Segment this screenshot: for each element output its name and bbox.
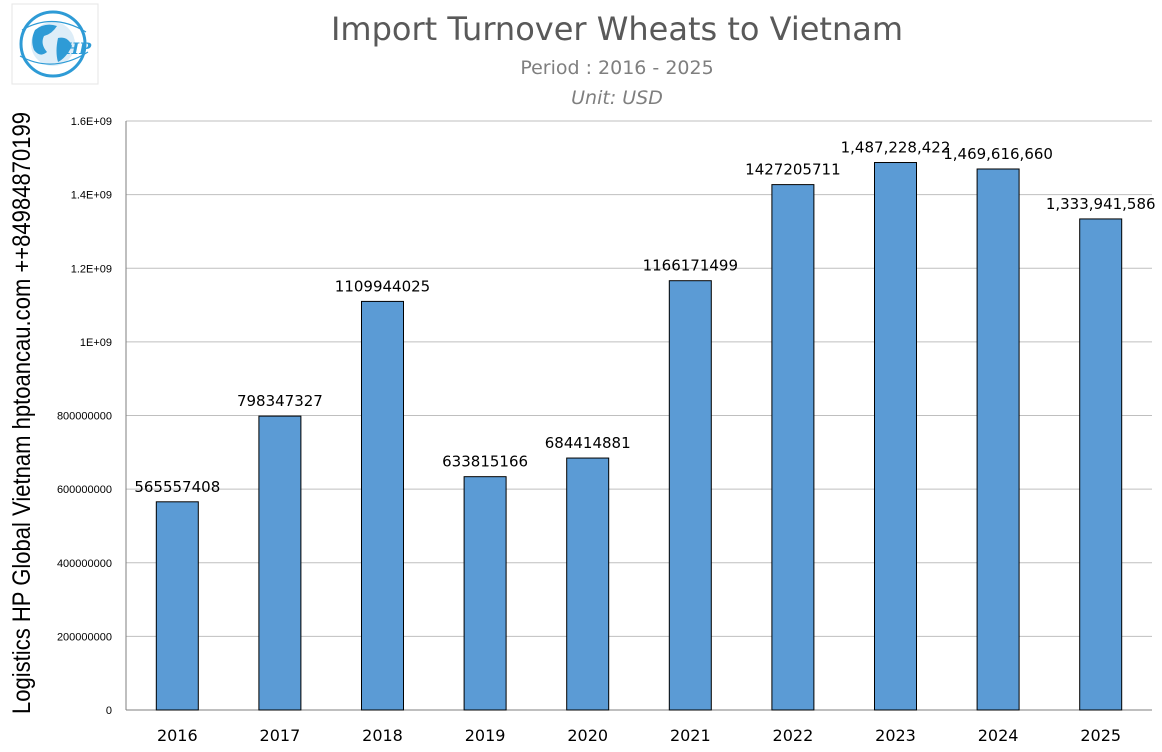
data-label-2020: 684414881 (545, 434, 631, 452)
bar-2019 (463, 476, 507, 711)
data-label-2023: 1,487,228,422 (841, 139, 951, 157)
bar-2025 (1079, 218, 1123, 711)
globe-logo-icon: HP (11, 3, 99, 85)
x-tick-label-2022: 2022 (773, 726, 814, 745)
x-tick-label-2020: 2020 (567, 726, 608, 745)
data-label-2019: 633815166 (442, 453, 528, 471)
data-label-2022: 1427205711 (745, 161, 840, 179)
bar-2016 (155, 501, 199, 711)
x-tick-label-2018: 2018 (362, 726, 403, 745)
y-tick-labels: 0 200000000 400000000 600000000 800000000 1E+… (57, 116, 112, 717)
data-label-2021: 1166171499 (643, 257, 738, 275)
y-tick-label: 1.4E+09 (71, 190, 112, 202)
x-tick-label-2019: 2019 (465, 726, 506, 745)
data-label-2025: 1,333,941,586 (1046, 195, 1156, 213)
data-label-2024: 1,469,616,660 (943, 145, 1053, 163)
data-label-2016: 565557408 (134, 478, 220, 496)
chart-subtitle: Period : 2016 - 2025 (520, 57, 713, 79)
x-tick-label-2025: 2025 (1080, 726, 1121, 745)
y-tick-label: 200000000 (57, 631, 112, 643)
y-tick-label: 400000000 (57, 558, 112, 570)
bar-2017 (258, 415, 302, 711)
logo-text: HP (63, 39, 92, 58)
chart-unit: Unit: USD (571, 87, 663, 109)
y-tick-label: 600000000 (57, 484, 112, 496)
bar-2023 (874, 162, 917, 711)
y-tick-label: 1.6E+09 (71, 116, 112, 128)
data-label-2018: 1109944025 (335, 277, 430, 295)
bar-2020 (566, 457, 610, 711)
y-tick-label: 800000000 (57, 411, 112, 423)
bars (155, 162, 1123, 711)
x-tick-label-2017: 2017 (260, 726, 301, 745)
y-tick-label: 1E+09 (80, 337, 112, 349)
x-tick-label-2021: 2021 (670, 726, 711, 745)
bar-2022 (771, 184, 815, 711)
x-tick-label-2023: 2023 (875, 726, 916, 745)
data-label-2017: 798347327 (237, 392, 323, 410)
x-tick-label-2016: 2016 (157, 726, 198, 745)
y-tick-label: 1.2E+09 (71, 263, 112, 275)
y-tick-label: 0 (106, 705, 112, 717)
chart-title: Import Turnover Wheats to Vietnam (331, 10, 903, 48)
bar-2021 (668, 280, 712, 711)
bar-2018 (361, 300, 404, 711)
bar-2024 (976, 168, 1020, 711)
x-tick-labels: 2016 2017 2018 2019 2020 2021 2022 2023 2024 2025 (157, 726, 1121, 745)
side-watermark-text: Logistics HP Global Vietnam hptoancau.co… (8, 112, 36, 714)
x-tick-label-2024: 2024 (978, 726, 1019, 745)
data-labels: 565557408 798347327 1109944025 633815166 684… (134, 139, 1155, 496)
